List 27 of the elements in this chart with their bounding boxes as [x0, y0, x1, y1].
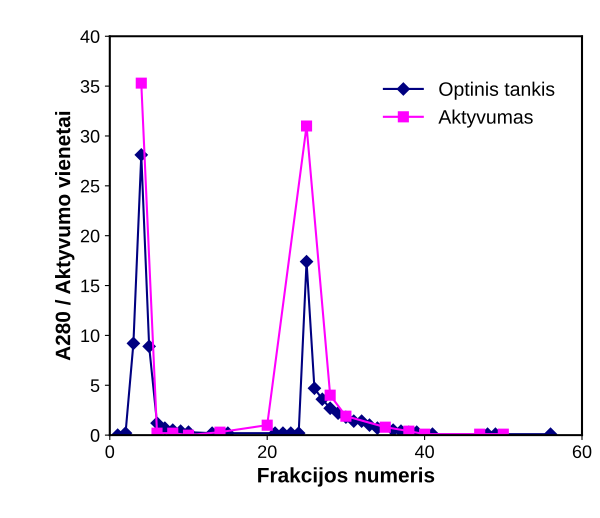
y-tick-label: 40 — [80, 30, 100, 43]
legend-label: Optinis tankis — [439, 82, 554, 100]
legend-label: Aktyvumas — [438, 110, 533, 128]
y-tick-label: 0 — [90, 429, 100, 442]
y-tick-label: 30 — [80, 130, 100, 143]
point — [340, 410, 352, 422]
point — [308, 382, 322, 395]
y-tick-label: 35 — [80, 80, 100, 93]
point — [262, 420, 273, 431]
x-tick-label: 0 — [105, 445, 114, 458]
point — [126, 336, 140, 350]
y-tick-label: 25 — [80, 180, 100, 193]
point — [300, 255, 314, 268]
point — [324, 390, 336, 401]
point — [136, 78, 147, 89]
y-tick-label: 10 — [81, 329, 100, 342]
y-tick-label: 5 — [90, 379, 100, 392]
point — [324, 402, 337, 415]
x-tick-label: 40 — [414, 445, 434, 458]
x-tick-label: 60 — [572, 445, 592, 458]
x-tick-label: 20 — [258, 445, 277, 458]
y-axis-title: A280 / Aktyvumo vienetai — [55, 112, 74, 360]
y-tick-label: 20 — [80, 230, 100, 242]
x-axis-title: Frakcijos numeris — [258, 467, 434, 487]
y-tick-label: 15 — [81, 280, 100, 292]
point — [300, 120, 312, 132]
point — [380, 422, 391, 433]
